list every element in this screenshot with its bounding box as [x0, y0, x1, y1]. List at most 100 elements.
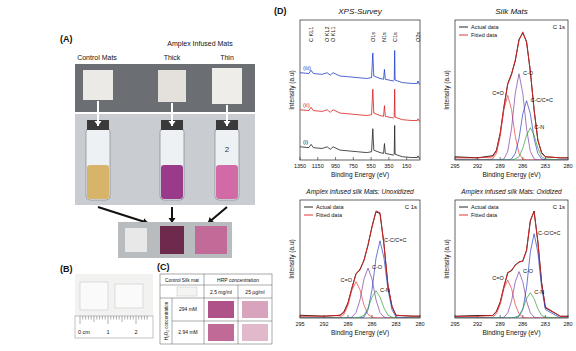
arrow-head: [224, 121, 231, 126]
legend-swatch: [459, 215, 468, 216]
label: Control Mats: [77, 54, 117, 61]
table-cell: 294 mM: [179, 306, 197, 312]
table-cell: HRP concentration: [217, 277, 259, 283]
ruler-tick: [144, 316, 145, 320]
ruler-tick: [99, 316, 100, 320]
vial-cap: [161, 120, 183, 130]
ruler-tick: [105, 316, 106, 320]
vial-cap: [87, 120, 109, 130]
x-tick-label: 1350: [294, 163, 306, 169]
series-line: [300, 89, 420, 121]
component-label: C-N: [534, 289, 544, 295]
chart-title: Amplex infused silk Mats: Oxidized: [460, 188, 562, 196]
x-axis-label: Binding Energy (eV): [331, 329, 389, 337]
photo: [75, 64, 255, 112]
x-tick-label: 286: [367, 321, 376, 327]
table-cell: Control Silk mat: [165, 278, 200, 283]
plot-area: [455, 211, 568, 318]
ruler-tick: [110, 316, 111, 320]
y-axis-label: Intensity (a.u): [443, 70, 451, 109]
ruler-tick: [141, 316, 142, 320]
ruler-tick: [102, 316, 103, 320]
series-line: [300, 125, 420, 158]
legend-label: Fitted data: [316, 212, 343, 218]
x-tick-label: 280: [563, 321, 572, 327]
component-label: C=O: [492, 90, 504, 96]
x-tick-label: 283: [541, 321, 550, 327]
x-tick: [353, 157, 354, 160]
series-label: (iii): [303, 65, 311, 71]
vial-liquid: [87, 165, 109, 199]
swatch: [242, 324, 268, 341]
x-tick-label: 289: [496, 163, 505, 169]
annotation: O1s: [370, 32, 376, 42]
x-tick: [371, 157, 372, 160]
x-tick: [300, 157, 301, 160]
component-line: [300, 241, 420, 318]
label: Thin: [220, 54, 234, 61]
ruler-tick: [119, 316, 120, 320]
series-line: [455, 32, 568, 158]
arrow-shaft: [208, 207, 227, 223]
component-label: C-N: [534, 124, 544, 130]
component-line: [455, 101, 568, 160]
component-label: C-N: [380, 287, 390, 293]
label: 1: [106, 329, 109, 335]
ruler-tick: [96, 316, 97, 320]
x-tick-label: 292: [319, 321, 328, 327]
annotation: C 1s: [405, 204, 417, 210]
ruler-tick: [122, 316, 123, 322]
y-axis-label: Intensity (a.u): [288, 70, 296, 109]
legend-swatch: [459, 27, 468, 28]
component-line: [455, 280, 568, 318]
label: 2: [225, 145, 230, 154]
annotation: C 1s: [553, 24, 565, 30]
arrow-head: [169, 121, 176, 126]
ruler-tick: [130, 316, 131, 320]
x-tick-label: 150: [402, 163, 411, 169]
swatch: [208, 301, 234, 318]
legend-swatch: [304, 207, 313, 208]
component-label: C-C/C=C: [384, 237, 406, 243]
swatch: [83, 70, 113, 100]
ruler-tick: [127, 316, 128, 320]
series-line: [455, 33, 568, 158]
ruler-tick: [133, 316, 134, 320]
annotation: N1s: [381, 32, 387, 42]
x-tick: [317, 157, 318, 160]
plot-frame: [455, 200, 568, 318]
series-line: [300, 50, 420, 84]
x-tick: [335, 157, 336, 160]
x-tick-label: 289: [343, 321, 352, 327]
plot-frame: [455, 20, 568, 160]
ruler-tick: [113, 316, 114, 320]
component-line: [300, 268, 420, 318]
legend-swatch: [304, 215, 313, 216]
legend-label: Fitted data: [471, 212, 498, 218]
annotation: C KL1: [308, 27, 314, 42]
component-line: [455, 128, 568, 160]
x-tick-label: 283: [541, 163, 550, 169]
component-label: C=O: [341, 277, 353, 283]
label: 2: [134, 329, 137, 335]
vial: [86, 128, 110, 200]
vial-liquid: [161, 165, 183, 199]
table-cell: 25 µg/ml: [245, 289, 264, 295]
legend-swatch: [459, 35, 468, 36]
figure: (A)Amplex Infused MatsControl MatsThickT…: [0, 0, 576, 351]
component-label: C-O: [523, 70, 534, 76]
x-axis-label: Binding Energy (eV): [482, 171, 540, 179]
component-line: [455, 293, 568, 318]
x-tick: [545, 315, 546, 318]
photo: [75, 114, 255, 205]
x-axis-label: Binding Energy (eV): [482, 329, 540, 337]
ruler-tick: [138, 316, 139, 320]
ruler-tick: [136, 316, 137, 324]
x-tick-label: 950: [331, 163, 340, 169]
component-line: [455, 74, 568, 160]
panel-label: (C): [157, 262, 170, 272]
label: Amplex Infused Mats: [167, 40, 233, 48]
legend-label: Actual data: [471, 24, 499, 30]
ruler-tick: [88, 316, 89, 320]
series-label: (ii): [303, 102, 310, 108]
